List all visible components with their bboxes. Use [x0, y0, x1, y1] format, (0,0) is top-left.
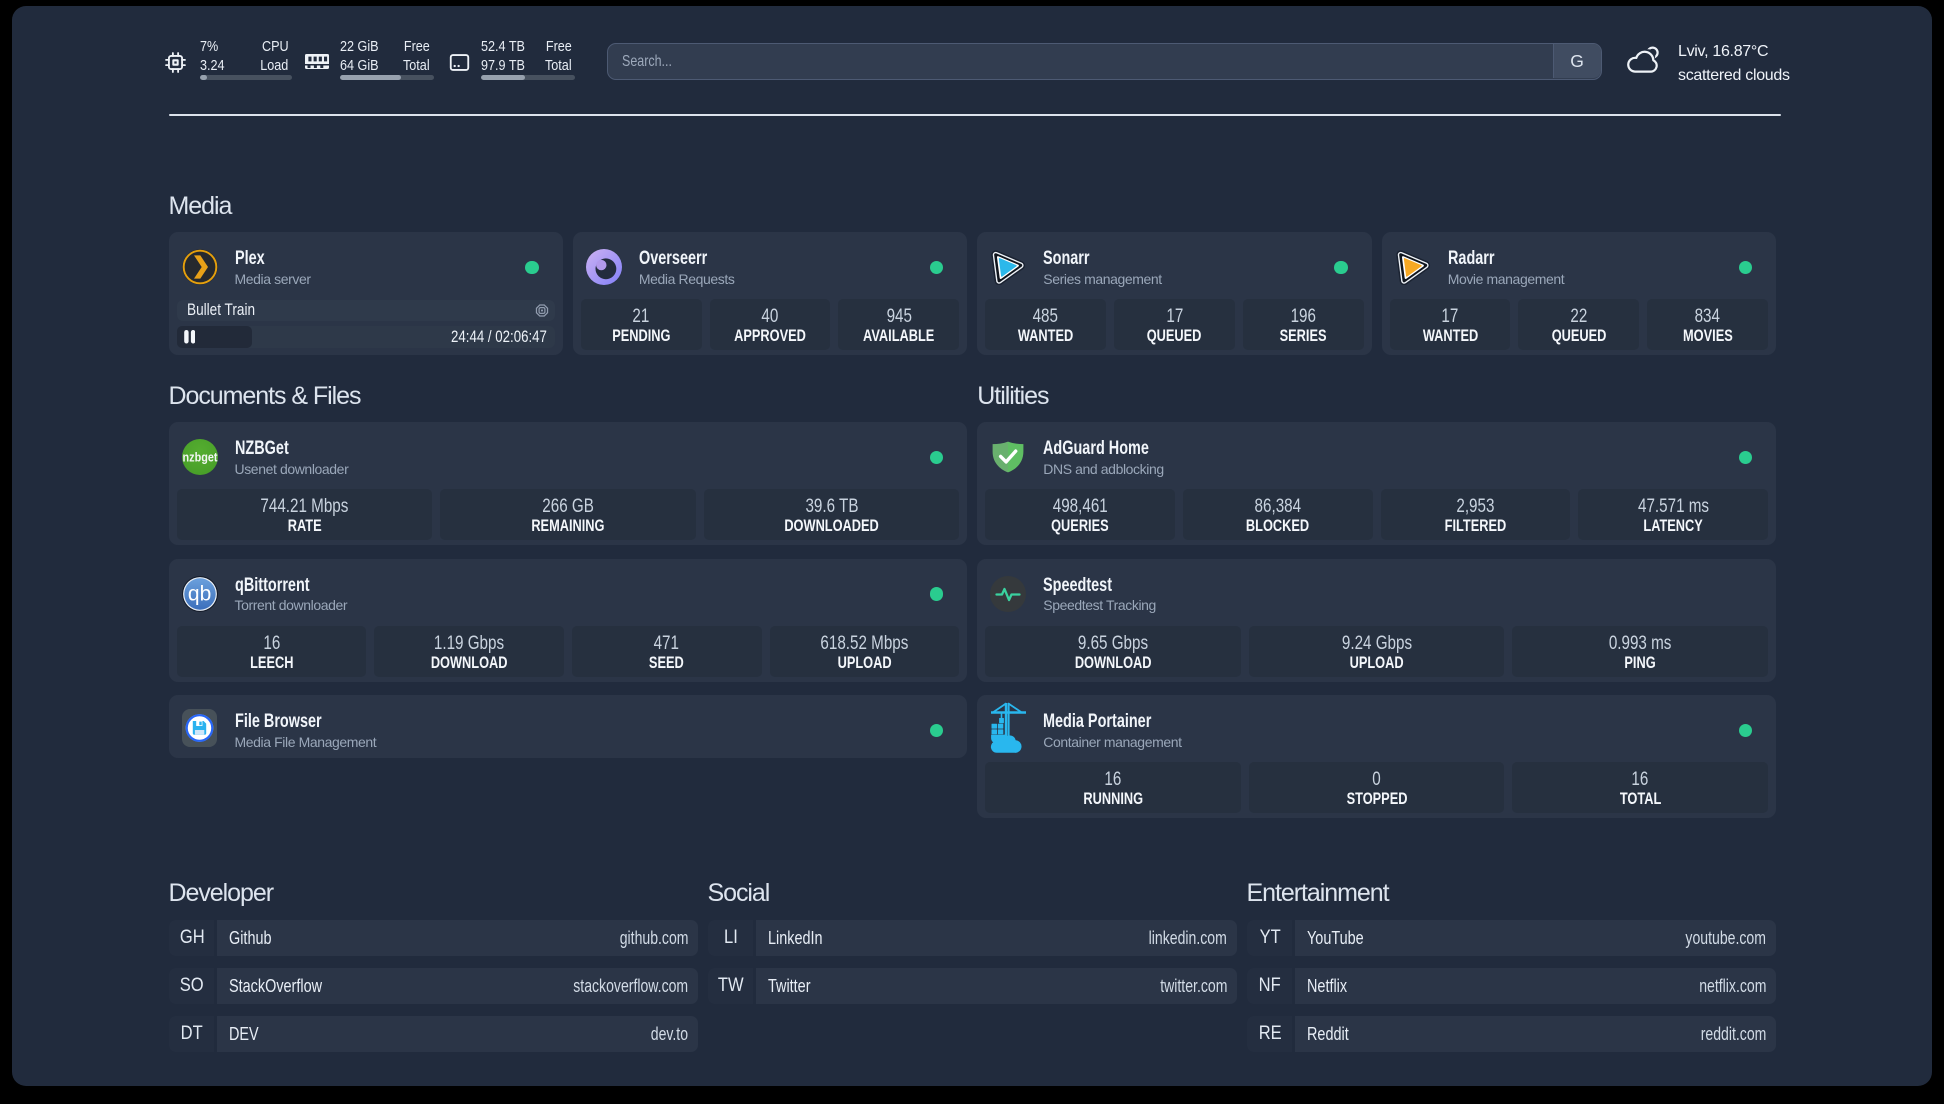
svg-text:qb: qb [187, 582, 210, 605]
svg-text:nzbget: nzbget [182, 451, 218, 465]
